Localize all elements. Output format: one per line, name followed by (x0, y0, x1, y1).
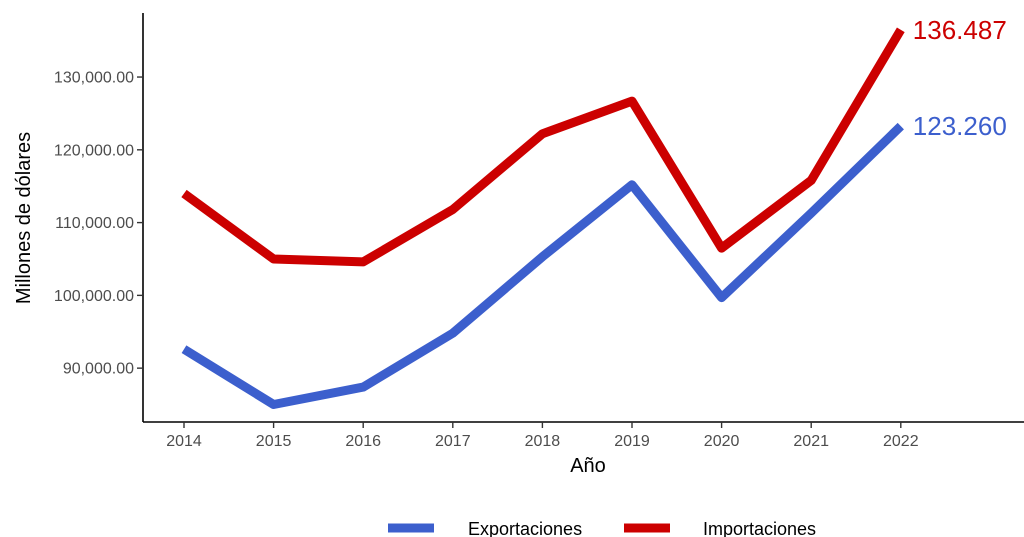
series-line-exportaciones (181, 122, 904, 409)
x-axis-title: Año (570, 455, 606, 477)
x-tick-label: 2014 (166, 433, 202, 450)
y-tick-label: 120,000.00 (54, 142, 134, 159)
y-tick-label: 110,000.00 (55, 215, 134, 232)
series-line-importaciones (181, 27, 905, 267)
y-axis-ticks: 90,000.00 100,000.00 110,000.00 120,000.00 1… (54, 70, 143, 378)
y-tick-label: 130,000.00 (54, 70, 134, 87)
x-tick-label: 2020 (704, 433, 740, 450)
end-label-importaciones: 136.487 (913, 15, 1007, 45)
y-tick-label: 90,000.00 (63, 361, 134, 378)
x-tick-label: 2022 (883, 433, 919, 450)
x-tick-label: 2018 (525, 433, 561, 450)
x-axis-ticks: 2014 2015 2016 2017 2018 2019 2020 2021 2022 (166, 422, 919, 450)
x-tick-label: 2016 (345, 433, 381, 450)
x-tick-label: 2015 (256, 433, 292, 450)
x-tick-label: 2019 (614, 433, 650, 450)
end-label-exportaciones: 123.260 (913, 111, 1007, 141)
y-tick-label: 100,000.00 (54, 288, 134, 305)
y-axis-title: Millones de dólares (13, 132, 35, 304)
x-tick-label: 2021 (793, 433, 829, 450)
legend: Exportaciones Importaciones (388, 519, 816, 537)
end-labels: 123.260 136.487 (913, 15, 1007, 141)
series-lines (181, 27, 905, 409)
legend-label-importaciones: Importaciones (703, 519, 816, 537)
x-tick-label: 2017 (435, 433, 471, 450)
legend-label-exportaciones: Exportaciones (468, 519, 582, 537)
